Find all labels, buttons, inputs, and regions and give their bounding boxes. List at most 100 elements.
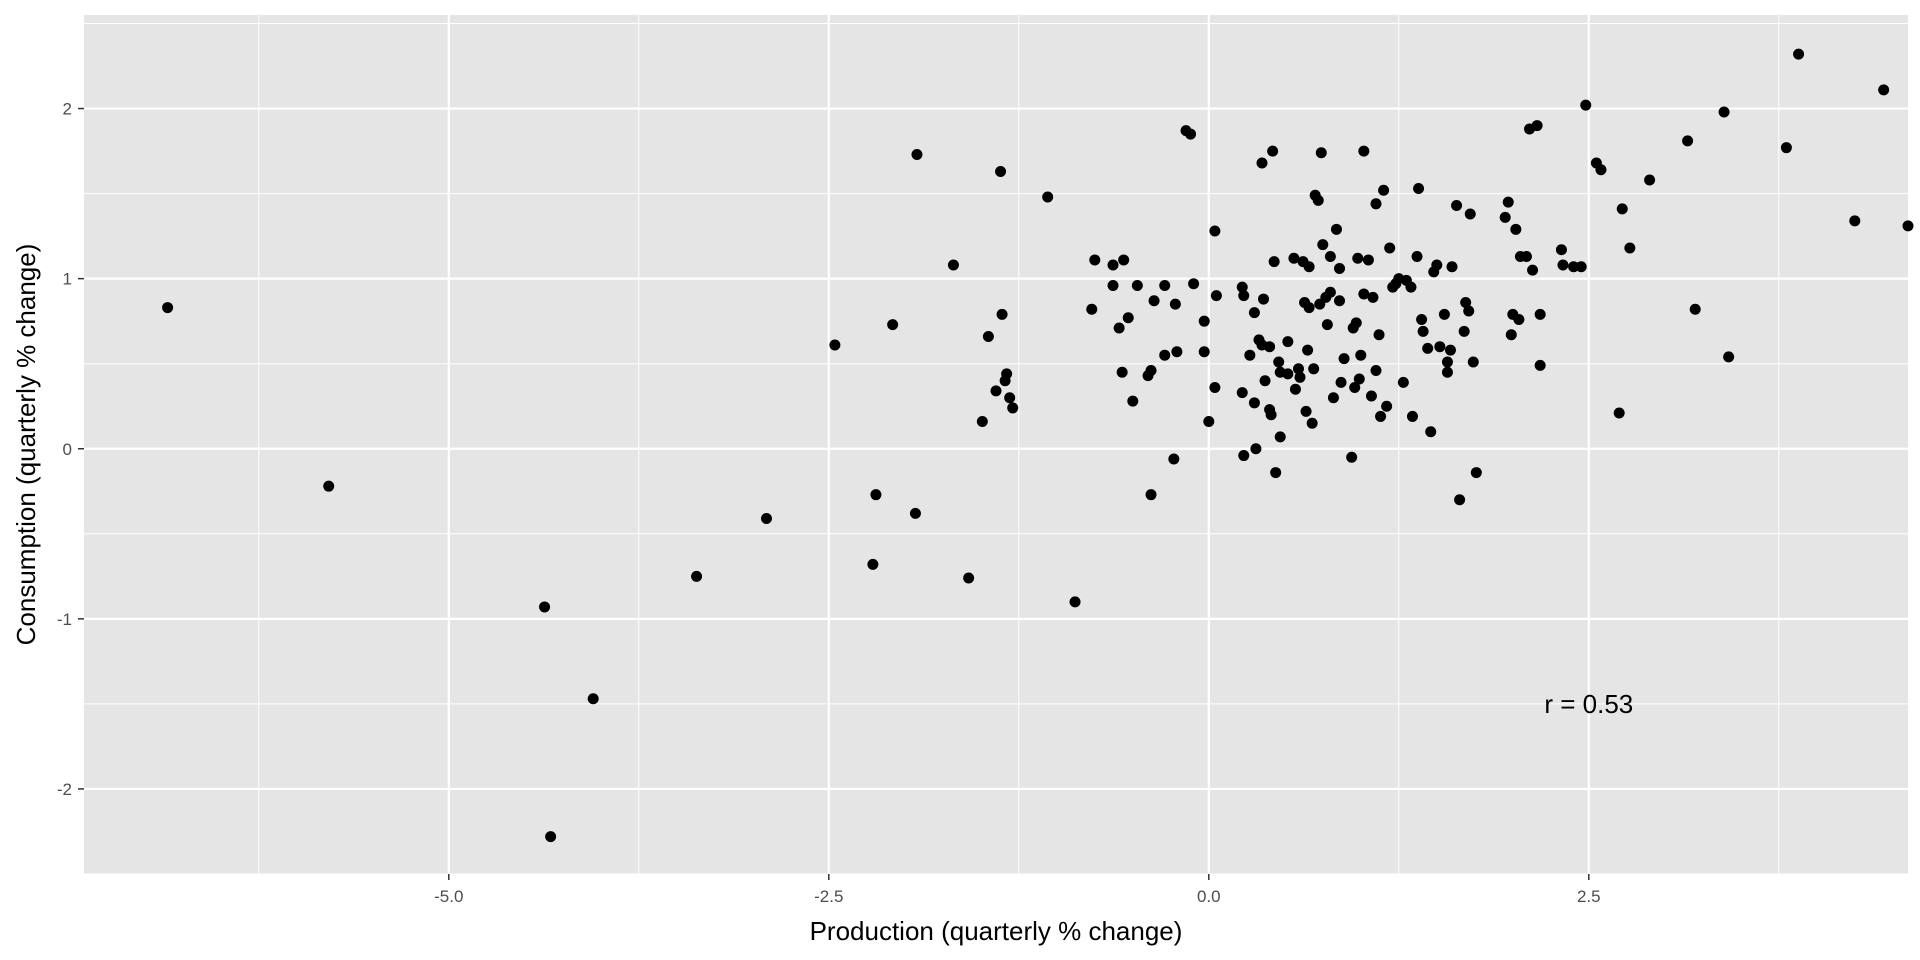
data-point (1510, 223, 1522, 235)
data-point (1534, 359, 1546, 371)
y-axis-title: Consumption (quarterly % change) (11, 244, 41, 646)
data-point (1464, 208, 1476, 220)
data-point (1416, 313, 1428, 325)
data-point (1405, 281, 1417, 293)
data-point (1107, 259, 1119, 271)
data-point (1446, 261, 1458, 273)
data-point (323, 480, 335, 492)
data-point (1244, 349, 1256, 361)
data-point (1306, 417, 1318, 429)
data-point (162, 302, 174, 314)
data-point (1613, 407, 1625, 419)
data-point (1689, 303, 1701, 315)
plot-area (84, 15, 1908, 874)
data-point (1107, 279, 1119, 291)
data-point (1321, 319, 1333, 331)
data-point (1793, 48, 1805, 60)
correlation-annotation: r = 0.53 (1544, 689, 1633, 719)
data-point (1327, 392, 1339, 404)
data-point (1210, 290, 1222, 302)
data-point (1568, 261, 1580, 273)
data-point (1441, 356, 1453, 368)
data-point (1248, 307, 1260, 319)
data-point (1463, 305, 1475, 317)
data-point (1502, 196, 1514, 208)
data-point (1334, 262, 1346, 274)
data-point (1159, 279, 1171, 291)
data-point (1438, 308, 1450, 320)
data-point (829, 339, 841, 351)
data-point (1682, 135, 1694, 147)
data-point (911, 148, 923, 160)
data-point (1145, 365, 1157, 377)
data-point (1555, 244, 1567, 256)
data-point (1315, 147, 1327, 159)
data-point (1303, 302, 1315, 314)
data-point (1575, 261, 1587, 273)
data-point (1723, 351, 1735, 363)
data-point (1042, 191, 1054, 203)
data-point (995, 165, 1007, 177)
data-point (1378, 184, 1390, 196)
x-tick-label: 0.0 (1197, 887, 1221, 906)
data-point (1397, 376, 1409, 388)
data-point (1425, 426, 1437, 438)
data-point (1159, 349, 1171, 361)
data-point (1534, 308, 1546, 320)
data-point (963, 572, 975, 584)
data-point (1289, 383, 1301, 395)
data-point (1248, 397, 1260, 409)
data-point (1358, 145, 1370, 157)
data-point (1381, 400, 1393, 412)
x-axis: -5.0 -2.5 0.0 2.5 (434, 874, 1601, 906)
data-point (976, 416, 988, 428)
data-point (870, 489, 882, 501)
data-point (760, 512, 772, 524)
data-point (1250, 443, 1262, 455)
data-point (1370, 198, 1382, 210)
y-tick-label: 2 (63, 100, 72, 119)
data-point (1451, 200, 1463, 212)
x-tick-label: -5.0 (434, 887, 463, 906)
data-point (1580, 99, 1592, 111)
data-point (1441, 366, 1453, 378)
data-point (1236, 387, 1248, 399)
data-point (1422, 342, 1434, 354)
y-tick-label: 0 (63, 440, 72, 459)
data-point (1616, 203, 1628, 215)
data-point (1256, 157, 1268, 169)
data-point (1270, 467, 1282, 479)
data-point (1624, 242, 1636, 254)
data-point (1273, 356, 1285, 368)
y-axis: -2 -1 0 1 2 (57, 100, 84, 799)
y-tick-label: 1 (63, 270, 72, 289)
data-point (1268, 256, 1280, 268)
data-point (1302, 344, 1314, 356)
data-point (1330, 223, 1342, 235)
data-point (1300, 405, 1312, 417)
data-point (1238, 450, 1250, 462)
data-points (162, 48, 1914, 843)
data-point (1203, 416, 1215, 428)
data-point (1324, 286, 1336, 298)
data-point (1264, 341, 1276, 353)
data-point (999, 375, 1011, 387)
data-point (1004, 392, 1016, 404)
data-point (1467, 356, 1479, 368)
data-point (1317, 239, 1329, 251)
data-point (1406, 410, 1418, 422)
data-point (1294, 371, 1306, 383)
data-point (1188, 278, 1200, 290)
data-point (1370, 365, 1382, 377)
data-point (1259, 375, 1271, 387)
x-axis-title: Production (quarterly % change) (810, 916, 1183, 946)
data-point (1454, 494, 1466, 506)
data-point (1122, 312, 1134, 324)
data-point (1780, 142, 1792, 154)
y-tick-label: -1 (57, 610, 72, 629)
data-point (887, 319, 899, 331)
data-point (1303, 261, 1315, 273)
data-point (1384, 242, 1396, 254)
data-point (1312, 194, 1324, 206)
data-point (1127, 395, 1139, 407)
